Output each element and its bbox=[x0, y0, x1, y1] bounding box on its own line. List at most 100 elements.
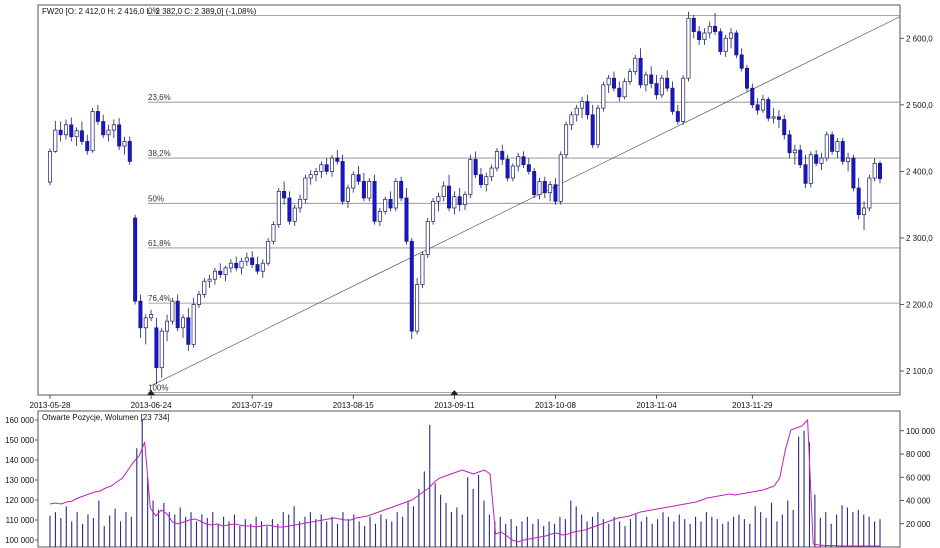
candle-body bbox=[776, 116, 781, 120]
candle bbox=[643, 71, 648, 92]
candle bbox=[830, 131, 835, 155]
candle bbox=[452, 191, 457, 215]
candle-body bbox=[143, 317, 148, 329]
candle-body bbox=[111, 124, 116, 131]
candle-body bbox=[686, 17, 691, 79]
candle bbox=[133, 214, 138, 305]
candle-body bbox=[218, 270, 223, 275]
candle bbox=[734, 30, 739, 59]
candle bbox=[697, 26, 702, 45]
candle bbox=[106, 124, 111, 142]
candle bbox=[596, 104, 601, 149]
candle-body bbox=[484, 176, 489, 186]
candle bbox=[505, 154, 510, 182]
candle-body bbox=[526, 164, 531, 172]
candle-body bbox=[431, 200, 436, 222]
candle-body bbox=[521, 156, 526, 166]
candle-body bbox=[633, 57, 638, 72]
candle bbox=[239, 257, 244, 275]
candle bbox=[250, 251, 255, 268]
candle bbox=[654, 74, 659, 100]
candle-body bbox=[473, 159, 478, 176]
candle bbox=[255, 256, 260, 275]
volume-panel bbox=[37, 410, 901, 548]
candle bbox=[202, 277, 207, 298]
candle bbox=[399, 176, 404, 202]
candle bbox=[473, 151, 478, 179]
candle bbox=[846, 152, 851, 172]
candle bbox=[79, 121, 84, 145]
candle-body bbox=[191, 304, 196, 345]
candle bbox=[425, 217, 430, 258]
candle bbox=[276, 188, 281, 228]
date-tick-label: 2013-05-28 bbox=[30, 401, 71, 410]
candle bbox=[361, 172, 366, 202]
candle-body bbox=[335, 157, 340, 162]
candle-body bbox=[606, 77, 611, 86]
candle-body bbox=[260, 262, 265, 272]
candle-body bbox=[516, 156, 521, 167]
candle-body bbox=[372, 181, 377, 222]
right-tick-label: 60 000 bbox=[906, 473, 931, 482]
candle bbox=[415, 277, 420, 335]
candle bbox=[340, 154, 345, 205]
candle-body bbox=[558, 154, 563, 202]
candle-body bbox=[127, 141, 132, 162]
candle bbox=[787, 130, 792, 159]
date-tick-label: 2013-08-15 bbox=[333, 401, 374, 410]
markers bbox=[147, 390, 459, 395]
candle-body bbox=[675, 111, 680, 122]
candle bbox=[186, 307, 191, 352]
candle-body bbox=[255, 264, 260, 272]
candle-body bbox=[659, 77, 664, 96]
candle bbox=[324, 158, 329, 175]
fib-label: 100% bbox=[148, 383, 168, 392]
candle bbox=[159, 327, 164, 378]
candle-body bbox=[244, 257, 249, 262]
candle bbox=[101, 114, 106, 139]
candle-body bbox=[580, 101, 585, 109]
candle-body bbox=[436, 196, 441, 202]
candle-body bbox=[324, 164, 329, 172]
candle bbox=[165, 314, 170, 342]
candle-body bbox=[755, 104, 760, 111]
candle-body bbox=[212, 270, 217, 280]
candle bbox=[287, 191, 292, 225]
candle bbox=[244, 252, 249, 266]
candle-body bbox=[643, 74, 648, 86]
candle-body bbox=[122, 141, 127, 147]
candle bbox=[95, 104, 100, 125]
candle-body bbox=[574, 107, 579, 116]
candle bbox=[824, 131, 829, 162]
candle bbox=[494, 148, 499, 172]
candle bbox=[606, 74, 611, 93]
candle bbox=[393, 178, 398, 212]
candle bbox=[314, 168, 319, 182]
candle-body bbox=[202, 280, 207, 295]
candle-body bbox=[649, 74, 654, 84]
candle bbox=[601, 81, 606, 112]
candle-body bbox=[361, 181, 366, 199]
candle-body bbox=[707, 25, 712, 34]
candle-body bbox=[665, 77, 670, 89]
candle bbox=[319, 161, 324, 179]
candle bbox=[681, 74, 686, 125]
candle bbox=[191, 297, 196, 348]
candle bbox=[111, 119, 116, 139]
price-tick-label: 2 300,0 bbox=[906, 234, 933, 243]
candle-body bbox=[638, 57, 643, 86]
candle bbox=[266, 237, 271, 266]
candle-body bbox=[457, 196, 462, 206]
candle bbox=[196, 291, 201, 308]
candle-body bbox=[159, 330, 164, 369]
candle-body bbox=[234, 262, 239, 269]
left-tick-label: 110 000 bbox=[6, 516, 35, 525]
left-tick-label: 120 000 bbox=[5, 496, 34, 505]
candle bbox=[840, 138, 845, 165]
candle bbox=[69, 117, 74, 142]
candle-body bbox=[734, 32, 739, 56]
candle bbox=[611, 71, 616, 92]
candle-body bbox=[319, 164, 324, 172]
candle-body bbox=[101, 121, 106, 136]
